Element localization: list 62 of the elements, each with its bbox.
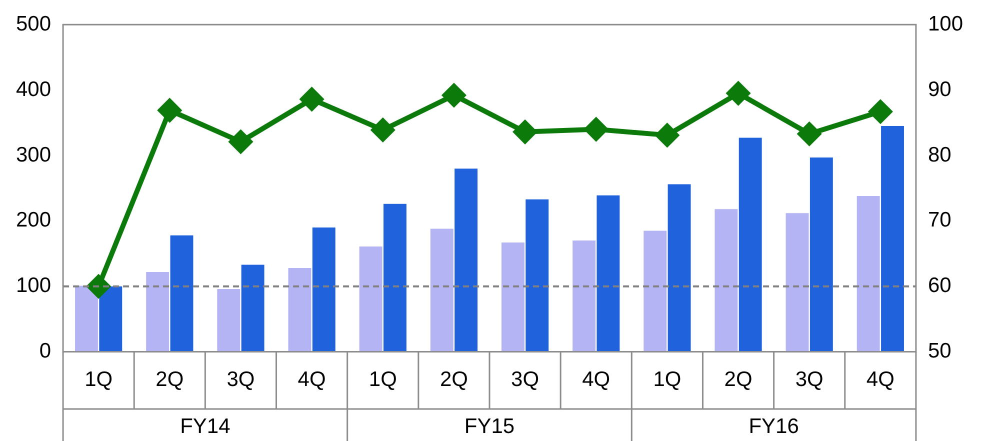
text: FY15 xyxy=(464,414,515,438)
x-tick-label: 3Q xyxy=(795,368,824,392)
point xyxy=(656,124,679,147)
y-tick-label: 500 xyxy=(16,12,52,36)
bar xyxy=(99,286,122,352)
point xyxy=(300,88,324,111)
y-tick-label: 100 xyxy=(16,274,52,298)
bar xyxy=(217,288,240,352)
point xyxy=(726,82,750,105)
bar xyxy=(430,228,454,352)
y2-tick-label: 90 xyxy=(928,78,952,101)
point xyxy=(229,130,252,154)
y2-tick-label: 60 xyxy=(928,274,952,298)
y2-tick-label: 80 xyxy=(928,143,952,166)
point xyxy=(371,118,394,142)
x-tick-label: 3Q xyxy=(511,368,540,392)
bar xyxy=(596,195,620,352)
x-tick-label: 1Q xyxy=(84,368,113,392)
bar xyxy=(312,227,336,352)
bar xyxy=(241,264,264,352)
bar xyxy=(454,168,478,352)
y2-tick-label: 50 xyxy=(928,340,952,363)
point xyxy=(514,120,537,144)
text: FY14 xyxy=(180,414,231,438)
y2-tick-label: 70 xyxy=(928,208,952,232)
y-tick-label: 400 xyxy=(16,78,52,101)
point xyxy=(868,100,892,124)
bar xyxy=(786,213,809,352)
x-tick-label: 1Q xyxy=(653,368,682,392)
y-tick-label: 300 xyxy=(16,143,52,166)
x-tick-label: 4Q xyxy=(298,368,326,392)
bar xyxy=(146,272,170,352)
bar xyxy=(383,204,406,352)
bar xyxy=(75,286,98,352)
x-tick-label: 2Q xyxy=(156,368,184,392)
point xyxy=(584,118,608,141)
bar xyxy=(668,184,691,352)
bar xyxy=(501,242,524,352)
y-tick-label: 0 xyxy=(39,340,52,363)
y2-tick-label: 100 xyxy=(928,12,964,36)
bar xyxy=(170,235,194,352)
x-tick-label: 1Q xyxy=(368,368,397,392)
y-tick-label: 200 xyxy=(16,208,52,232)
bar xyxy=(738,138,762,352)
x-tick-label: 4Q xyxy=(582,368,610,392)
x-tick-label: 3Q xyxy=(226,368,255,392)
bar xyxy=(810,157,833,352)
x-tick-label: 2Q xyxy=(440,368,468,392)
bar xyxy=(288,268,312,352)
bar xyxy=(856,196,880,352)
bar xyxy=(881,126,904,352)
bar xyxy=(572,240,596,352)
bar xyxy=(714,209,738,352)
bar xyxy=(359,246,382,352)
point xyxy=(158,98,182,122)
x-tick-label: 4Q xyxy=(866,368,894,392)
point xyxy=(442,84,466,107)
x-tick-label: 2Q xyxy=(724,368,752,392)
point xyxy=(798,122,821,146)
bar xyxy=(526,199,549,352)
bar xyxy=(644,230,667,352)
text: FY16 xyxy=(748,414,799,438)
